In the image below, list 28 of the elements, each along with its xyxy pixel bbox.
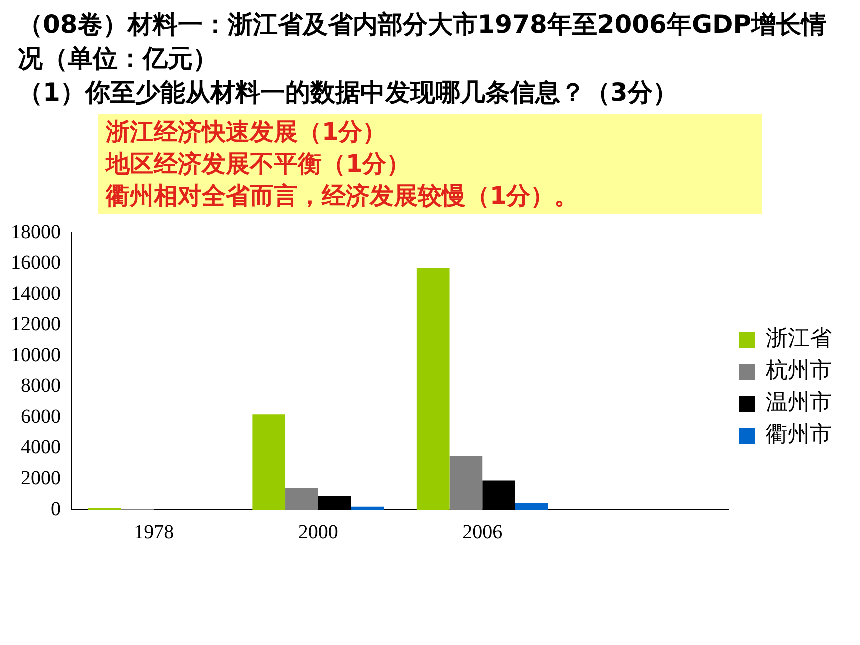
legend-label: 杭州市 [765, 358, 832, 384]
x-tick-label: 1978 [134, 521, 174, 544]
y-tick-label: 0 [51, 498, 61, 520]
y-tick-label: 2000 [21, 467, 61, 490]
y-tick-label: 12000 [11, 314, 61, 336]
bar [450, 456, 483, 510]
bar [252, 414, 286, 510]
legend-label: 浙江省 [766, 326, 832, 352]
y-tick-label: 4000 [21, 436, 61, 459]
y-tick-label: 6000 [21, 406, 61, 428]
bar [351, 506, 384, 510]
legend-label: 衢州市 [766, 422, 832, 448]
bar [286, 488, 318, 510]
legend-label: 温州市 [766, 390, 832, 416]
chart-title: （08卷）材料一：浙江省及省内部分大市1978年至2006年GDP增长情况（单位：亿元） [18, 9, 828, 75]
x-tick-label: 2006 [462, 521, 503, 544]
chart-subtitle: （1）你至少能从材料一的数据中发现哪几条信息？（3分） [18, 77, 679, 109]
x-tick-label: 2000 [298, 521, 338, 544]
y-tick-label: 10000 [11, 344, 61, 366]
y-tick-label: 18000 [11, 221, 61, 244]
text: 地区经济发展不平衡（1分） [106, 149, 412, 180]
bar [515, 503, 548, 510]
text: 衢州相对全省而言，经济发展较慢（1分）。 [106, 181, 580, 212]
text: 浙江经济快速发展（1分） [106, 117, 388, 148]
y-tick-label: 14000 [11, 282, 61, 305]
bar [416, 268, 450, 510]
y-tick-label: 8000 [21, 375, 61, 398]
y-tick-label: 16000 [11, 252, 61, 274]
